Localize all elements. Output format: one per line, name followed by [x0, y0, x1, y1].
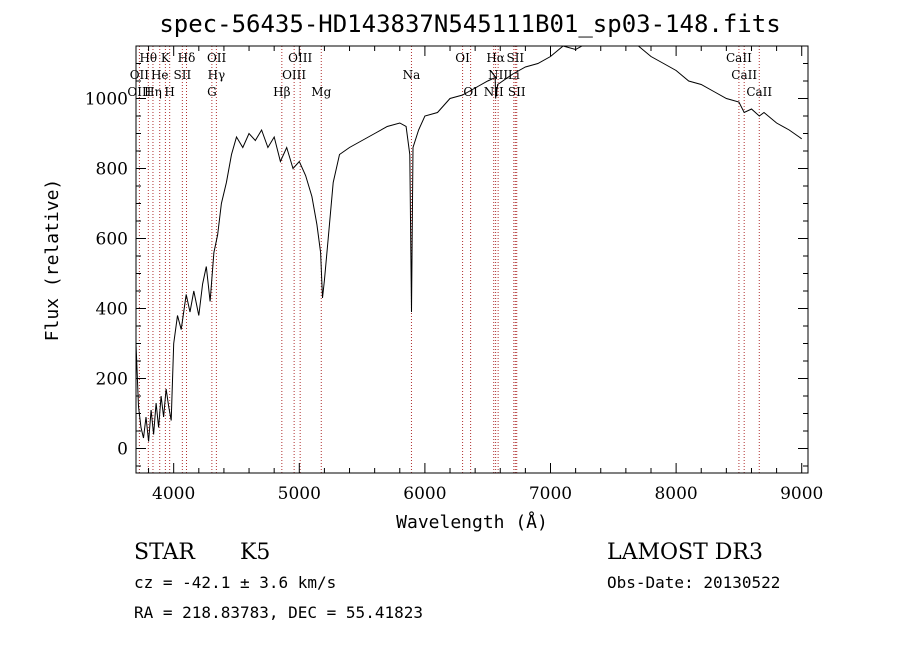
- line-marker-label: OIII: [127, 85, 151, 99]
- y-tick-label: 600: [96, 230, 128, 250]
- line-marker-label: Hδ: [178, 51, 196, 65]
- redshift-velocity: cz = -42.1 ± 3.6 km/s: [134, 573, 336, 592]
- y-axis: 0 200 400 600 800 1000: [85, 45, 808, 467]
- y-tick-label: 0: [117, 440, 128, 460]
- line-marker-label: Hβ: [273, 85, 290, 99]
- x-axis: 4000 5000 6000 7000 8000 9000: [148, 46, 823, 504]
- y-tick-label: 800: [96, 160, 128, 180]
- line-marker-label: OII: [207, 51, 227, 65]
- spectrum-line: [136, 46, 802, 442]
- line-marker-label: OI: [455, 51, 470, 65]
- x-tick-label: 9000: [780, 484, 823, 504]
- line-marker-label: NII: [484, 85, 504, 99]
- plot-frame: [135, 45, 809, 474]
- y-tick-label: 200: [96, 370, 128, 390]
- coordinates: RA = 218.83783, DEC = 55.41823: [134, 603, 423, 622]
- line-marker-label: SII: [506, 51, 524, 65]
- line-marker-label: Hγ: [208, 68, 226, 82]
- chart-title: spec-56435-HD143837N545111B01_sp03-148.f…: [159, 10, 780, 38]
- x-tick-label: 4000: [152, 484, 195, 504]
- line-marker-label: Na: [403, 68, 421, 82]
- observation-date: Obs-Date: 20130522: [607, 573, 780, 592]
- line-marker-label: G: [207, 85, 217, 99]
- line-marker-label: OIII: [288, 51, 312, 65]
- line-marker-label: K: [161, 51, 171, 65]
- line-marker-label: Mg: [311, 85, 331, 99]
- line-marker-label: CaII: [746, 85, 772, 99]
- line-marker-label: Hθ: [139, 51, 157, 65]
- y-tick-label: 1000: [85, 90, 128, 110]
- line-marker-label: CaII: [726, 51, 752, 65]
- x-tick-label: 6000: [403, 484, 446, 504]
- line-marker-label: Hα: [486, 51, 505, 65]
- line-marker-label: OII: [130, 68, 150, 82]
- x-tick-label: 7000: [529, 484, 572, 504]
- line-marker-label: CaII: [731, 68, 757, 82]
- y-axis-label: Flux (relative): [42, 179, 63, 342]
- spectrum-series: [136, 46, 802, 442]
- line-marker-label: SII: [173, 68, 191, 82]
- x-axis-label: Wavelength (Å): [396, 511, 548, 533]
- subclass: K5: [240, 540, 270, 565]
- x-tick-label: 8000: [654, 484, 697, 504]
- line-marker-label: OIII: [282, 68, 306, 82]
- x-tick-label: 5000: [278, 484, 321, 504]
- y-tick-label: 400: [96, 300, 128, 320]
- line-marker-label: H: [164, 85, 174, 99]
- line-marker-label: Li: [508, 68, 520, 82]
- object-class: STAR: [134, 540, 196, 565]
- line-marker-label: SII: [508, 85, 526, 99]
- line-marker-label: Hη: [144, 85, 162, 99]
- line-marker-label: He: [151, 68, 169, 82]
- data-release: LAMOST DR3: [607, 540, 763, 565]
